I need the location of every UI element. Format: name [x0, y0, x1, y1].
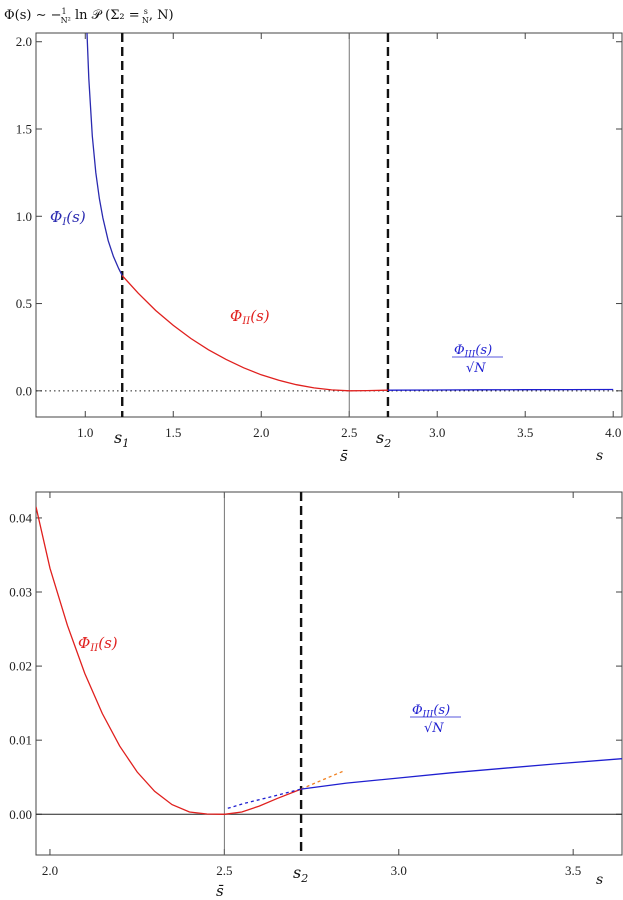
top-xtick-label: 1.5	[165, 425, 181, 440]
title-frac-num: 1	[62, 7, 67, 16]
top-ytick-label: 1.5	[16, 122, 32, 137]
chart-title: Φ(s) ∼ −1 N² ln 𝒫 (Σ₂ = s N, N)	[4, 7, 174, 25]
title-lhs: Φ(s) ∼ −	[4, 8, 62, 23]
label-phi-1: ΦI(s)	[50, 208, 86, 228]
top-xtick-label: 2.0	[253, 425, 269, 440]
title-arg-den: N	[142, 16, 149, 25]
top-series-line	[387, 388, 614, 391]
label-phi-2: ΦII(s)	[230, 307, 270, 327]
bottom-chart: 2.0 2.5 3.0 3.50.000.010.020.030.04 ΦII(s) …	[9, 491, 623, 900]
bottom-ytick-label: 0.01	[9, 733, 32, 748]
bottom-plot-frame	[35, 491, 623, 856]
title-frac-den: N²	[61, 16, 71, 25]
label-sbar: s̄	[216, 882, 224, 900]
top-xtick-label: 1.0	[77, 425, 93, 440]
label-s1: s1	[114, 428, 129, 450]
bottom-xtick-label: 3.0	[391, 863, 407, 878]
label-sbar: s̄	[340, 447, 348, 465]
label-s2: s2	[376, 428, 391, 450]
bottom-xtick-label: 2.0	[42, 863, 58, 878]
x-axis-label: s	[596, 448, 603, 464]
bottom-line-group	[36, 492, 622, 855]
label-s2: s2	[293, 863, 308, 885]
bottom-ytick-label: 0.00	[9, 807, 32, 822]
label-phi-2: ΦII(s)	[78, 634, 118, 654]
label-phi-3-den: √N	[424, 721, 444, 736]
top-line-group	[36, 33, 622, 417]
top-tick-group: 1.0 1.5 2.0 2.5 3.0 3.5 4.0 0.0 0.5 1.0 1.5 2.0	[16, 33, 622, 440]
x-axis-label: s	[596, 872, 603, 888]
top-xtick-label: 2.5	[341, 425, 357, 440]
top-series-line	[121, 275, 389, 392]
top-xtick-label: 4.0	[605, 425, 621, 440]
top-series-line	[86, 33, 123, 276]
top-ytick-label: 0.5	[16, 296, 32, 311]
bottom-series-line	[301, 758, 622, 790]
title-rhs: ln 𝒫 (Σ₂ =	[71, 8, 144, 23]
top-xtick-label: 3.0	[429, 425, 445, 440]
bottom-xtick-label: 3.5	[565, 863, 581, 878]
label-phi-3-den: √N	[466, 361, 486, 376]
bottom-ytick-label: 0.03	[9, 585, 32, 600]
bottom-xtick-label: 2.5	[216, 863, 232, 878]
bottom-ytick-label: 0.02	[9, 659, 32, 674]
title-arg-num: s	[144, 7, 148, 16]
bottom-ytick-label: 0.04	[9, 510, 32, 525]
top-plot-frame	[35, 32, 623, 418]
bottom-series-line	[300, 770, 344, 790]
top-ytick-label: 2.0	[16, 34, 32, 49]
bottom-tick-group: 2.0 2.5 3.0 3.5 0.00 0.01 0.02 0.03 0.04	[9, 492, 622, 878]
top-ytick-label: 1.0	[16, 209, 32, 224]
label-phi-3-num: ΦIII(s)	[412, 703, 450, 720]
bottom-series-line	[227, 788, 302, 809]
top-chart: Φ(s) ∼ −1 N² ln 𝒫 (Σ₂ = s N, N) 1.0 1.5 2.0 2…	[4, 7, 623, 465]
title-end: , N)	[149, 8, 174, 23]
top-ytick-label: 0.0	[16, 383, 32, 398]
bottom-series-line	[36, 506, 302, 815]
label-phi-3-num: ΦIII(s)	[454, 343, 492, 360]
top-xtick-label: 3.5	[517, 425, 533, 440]
